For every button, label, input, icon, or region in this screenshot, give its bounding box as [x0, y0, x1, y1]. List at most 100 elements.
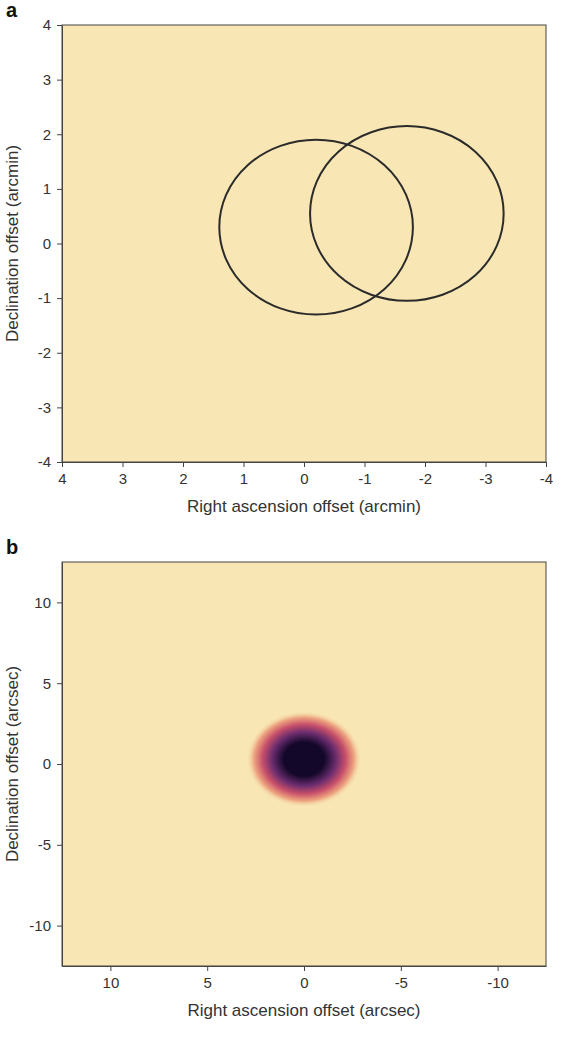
error-circle	[219, 140, 413, 315]
y-tick-label: -4	[38, 453, 51, 470]
panel: 4 3 2 1 0 -1 -2 -3 -4 -4 -3 -2 -1 0 1 2 3 4 Right ascensio…	[3, 0, 553, 516]
x-tick-mark	[304, 966, 305, 971]
y-tick-label: 3	[43, 71, 51, 88]
y-tick: 2	[43, 126, 62, 143]
y-tick-mark	[57, 407, 62, 408]
x-axis: 10 5 0 -5 -10	[63, 966, 547, 991]
y-tick: -1	[38, 289, 62, 306]
y-axis-title: Declination offset (arcsec)	[3, 666, 22, 862]
y-tick-mark	[57, 845, 62, 846]
plot-background	[62, 25, 546, 462]
y-tick-mark	[57, 298, 62, 299]
x-tick: 0	[300, 462, 308, 487]
x-tick: 1	[240, 462, 248, 487]
x-tick-mark	[244, 462, 245, 467]
y-tick-label: -2	[38, 344, 51, 361]
x-tick-mark	[62, 462, 63, 467]
plot-frame	[62, 562, 546, 966]
x-tick-label: 4	[58, 470, 66, 487]
x-tick-label: -4	[540, 470, 553, 487]
x-tick-mark	[183, 462, 184, 467]
y-tick-mark	[57, 353, 62, 354]
source	[246, 711, 362, 808]
y-tick: 5	[43, 675, 62, 692]
x-tick-label: 2	[179, 470, 187, 487]
error-circle	[310, 126, 504, 301]
y-tick-mark	[57, 244, 62, 245]
y-tick: 3	[43, 71, 62, 88]
x-tick: 0	[300, 966, 308, 991]
x-tick-mark	[486, 462, 487, 467]
x-tick-mark	[425, 462, 426, 467]
figure: 43210-1-2-3-4-4-3-2-101234Right ascensio…	[0, 0, 572, 1060]
y-tick: 0	[43, 755, 62, 772]
x-tick-mark	[207, 966, 208, 971]
y-tick-mark	[57, 683, 62, 684]
y-tick: 0	[43, 235, 62, 252]
x-tick-label: 5	[204, 974, 212, 991]
x-tick-label: 0	[300, 974, 308, 991]
y-tick-label: 0	[43, 235, 51, 252]
x-tick: -4	[540, 462, 553, 487]
y-tick-mark	[57, 25, 62, 26]
y-tick-mark	[57, 189, 62, 190]
panel-letter: a	[6, 0, 18, 21]
x-tick-label: -5	[395, 974, 408, 991]
y-tick-label: -5	[38, 836, 51, 853]
y-tick: -10	[29, 917, 62, 934]
x-tick-mark	[304, 462, 305, 467]
x-tick-label: -3	[479, 470, 492, 487]
y-tick-label: 4	[43, 16, 51, 33]
x-tick-label: -2	[419, 470, 432, 487]
y-tick-mark	[57, 764, 62, 765]
y-tick-label: -3	[38, 399, 51, 416]
x-tick-label: 3	[119, 470, 127, 487]
y-tick-mark	[57, 80, 62, 81]
y-axis-line	[62, 563, 63, 967]
x-tick: 4	[58, 462, 66, 487]
y-tick-mark	[57, 462, 62, 463]
x-tick: -1	[358, 462, 371, 487]
x-tick-label: 1	[240, 470, 248, 487]
x-axis: 4 3 2 1 0 -1 -2 -3 -4	[58, 462, 553, 487]
y-tick-mark	[57, 134, 62, 135]
x-tick-mark	[498, 966, 499, 971]
y-axis: -4 -3 -2 -1 0 1 2 3 4	[38, 16, 63, 470]
y-tick-mark	[57, 926, 62, 927]
y-tick: 10	[34, 594, 62, 611]
x-tick-mark	[401, 966, 402, 971]
x-axis-title: Right ascension offset (arcmin)	[187, 497, 421, 516]
y-tick-label: -1	[38, 289, 51, 306]
x-tick: 3	[119, 462, 127, 487]
plot-background	[62, 562, 546, 966]
y-tick: 4	[43, 16, 62, 33]
y-axis: -10 -5 0 5 10	[29, 563, 62, 967]
y-tick-mark	[57, 602, 62, 603]
x-tick: -10	[487, 966, 509, 991]
y-tick-label: 2	[43, 126, 51, 143]
x-tick-label: 0	[300, 470, 308, 487]
plot-area	[246, 711, 362, 808]
y-tick: -2	[38, 344, 62, 361]
x-tick-label: -10	[487, 974, 509, 991]
x-tick: -2	[419, 462, 432, 487]
y-tick: -4	[38, 453, 62, 470]
y-axis-line	[62, 26, 63, 463]
x-axis-title: Right ascension offset (arcsec)	[187, 1001, 420, 1020]
y-tick: 1	[43, 180, 62, 197]
y-tick-label: -10	[29, 917, 51, 934]
x-tick-mark	[123, 462, 124, 467]
plot-area	[219, 126, 503, 314]
panel: 10 5 0 -5 -10 -10 -5 0 5 10 Right ascension offset…	[3, 536, 547, 1020]
y-tick-label: 10	[34, 594, 51, 611]
panel-letter: b	[6, 536, 18, 558]
x-tick-label: 10	[103, 974, 120, 991]
plot-frame	[62, 25, 546, 462]
y-tick: -5	[38, 836, 62, 853]
x-tick-label: -1	[358, 470, 371, 487]
y-axis-title: Declination offset (arcmin)	[3, 145, 22, 342]
x-tick-mark	[365, 462, 366, 467]
y-tick-label: 1	[43, 180, 51, 197]
y-tick: -3	[38, 399, 62, 416]
x-tick-mark	[546, 462, 547, 467]
